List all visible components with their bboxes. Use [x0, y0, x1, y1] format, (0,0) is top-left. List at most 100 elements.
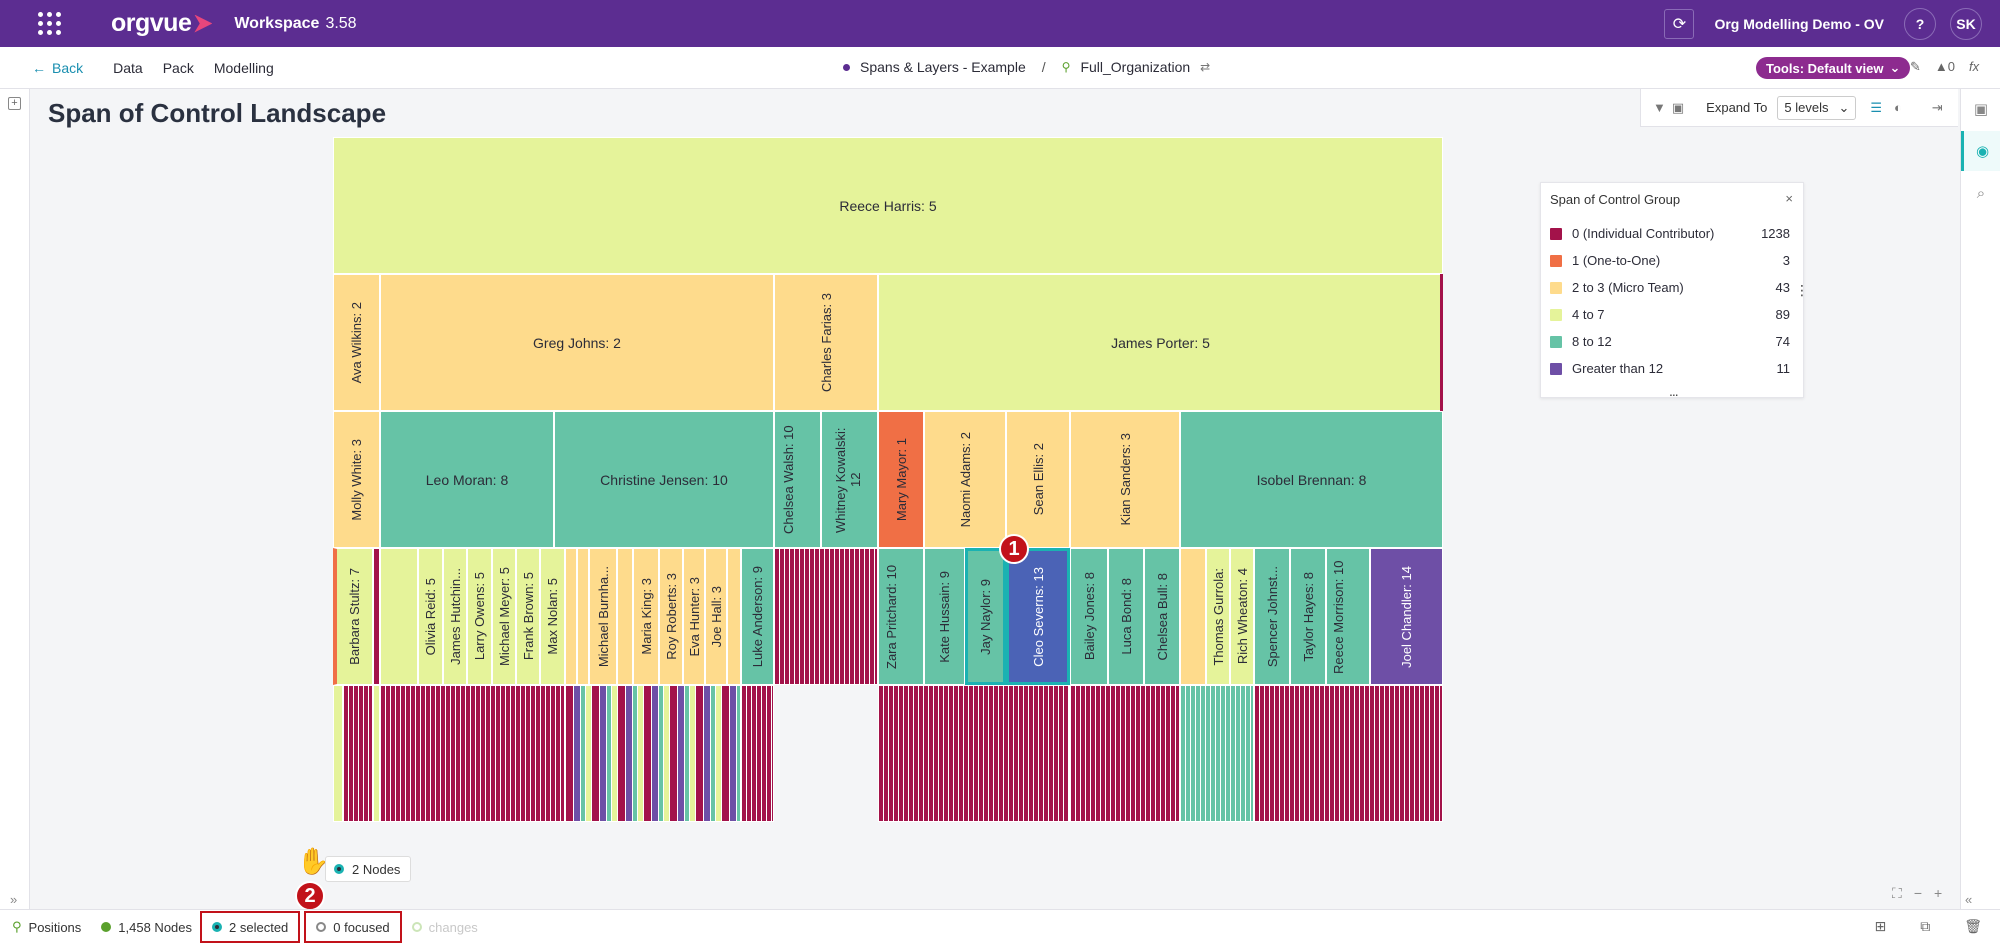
expand-levels-select[interactable]: 5 levels ⌄ — [1777, 95, 1857, 120]
expand-left-icon[interactable]: » — [10, 892, 18, 907]
node-naomi-adams[interactable]: Naomi Adams: 2 — [924, 411, 1006, 548]
node-chelsea-bull[interactable]: Chelsea Bull: 8 — [1144, 548, 1180, 685]
node-micro-d[interactable] — [727, 548, 741, 685]
kebab-menu-icon[interactable]: ⋮ — [1795, 282, 1809, 298]
nav-pack[interactable]: Pack — [162, 59, 194, 76]
fit-screen-icon[interactable]: ⛶ — [1892, 885, 1902, 901]
pin-icon[interactable]: ✎ — [1910, 59, 1921, 74]
node-james-hutchin[interactable]: James Hutchin... — [443, 548, 467, 685]
filter-icon[interactable]: ▼ — [1653, 100, 1666, 115]
search-icon[interactable]: ⌕ — [1976, 184, 1986, 202]
workspace-label[interactable]: Workspace 3.58 — [234, 15, 356, 33]
node-eva-hunter[interactable]: Eva Hunter: 3 — [683, 548, 705, 685]
node-frank-brown[interactable]: Frank Brown: 5 — [516, 548, 540, 685]
node-michael-burnham[interactable]: Michael Burnha... — [589, 548, 617, 685]
node-mary-mayor[interactable]: Mary Mayor: 1 — [878, 411, 924, 548]
panel-icon[interactable]: ▣ — [1973, 101, 1989, 118]
orgvue-logo[interactable]: orgvue — [111, 9, 213, 38]
node-cleo-severns[interactable]: Cleo Severns: 13 — [1006, 548, 1070, 685]
node-christine-jensen[interactable]: Christine Jensen: 10 — [554, 411, 774, 548]
legend-item[interactable]: 2 to 3 (Micro Team) 43 — [1550, 280, 1790, 295]
node-jay-naylor[interactable]: Jay Naylor: 9 — [965, 548, 1006, 685]
positions-item[interactable]: ⚲ Positions — [12, 911, 81, 944]
duplicate-icon[interactable]: ⧉ — [1920, 918, 1931, 934]
node-ic-sliver[interactable] — [1440, 274, 1443, 411]
node-michael-meyer[interactable]: Michael Meyer: 5 — [492, 548, 516, 685]
node-charles-farias[interactable]: Charles Farias: 3 — [774, 274, 878, 411]
node-level5-a[interactable] — [333, 685, 343, 822]
layout-icon[interactable]: ▣ — [1671, 99, 1685, 115]
node-ic-group[interactable] — [774, 548, 878, 685]
node-reece-morrison[interactable]: Reece Morrison: 10 — [1326, 548, 1370, 685]
app-grid-icon[interactable] — [38, 11, 62, 36]
legend-item[interactable]: Greater than 12 11 — [1550, 361, 1790, 376]
node-maria-king[interactable]: Maria King: 3 — [633, 548, 659, 685]
changes-item[interactable]: changes — [411, 911, 478, 944]
node-ic-leaf[interactable] — [373, 548, 380, 685]
legend-item[interactable]: 4 to 7 89 — [1550, 307, 1790, 322]
node-zara-pritchard[interactable]: Zara Pritchard: 10 — [878, 548, 924, 685]
node-james-porter[interactable]: James Porter: 5 — [878, 274, 1443, 411]
refresh-icon[interactable]: ⟳ — [1664, 9, 1695, 39]
node-level5-f[interactable] — [741, 685, 774, 822]
legend-item[interactable]: 0 (Individual Contributor) 1238 — [1550, 226, 1790, 241]
zoom-in-icon[interactable]: + — [1934, 885, 1943, 901]
node-joe-hall[interactable]: Joe Hall: 3 — [705, 548, 727, 685]
nodes-count-item[interactable]: 1,458 Nodes — [101, 911, 192, 944]
node-sean-ellis[interactable]: Sean Ellis: 2 — [1006, 411, 1070, 548]
node-reece-harris[interactable]: Reece Harris: 5 — [333, 137, 1443, 274]
project-name[interactable]: Org Modelling Demo - OV — [1714, 16, 1884, 32]
alert-icon[interactable]: ▲0 — [1934, 59, 1956, 74]
node-molly-white[interactable]: Molly White: 3 — [333, 411, 380, 548]
node-whitney-kowalski[interactable]: Whitney Kowalski: 12 — [821, 411, 878, 548]
collapse-right-icon[interactable]: « — [1965, 892, 1973, 907]
node-bailey-jones[interactable]: Bailey Jones: 8 — [1070, 548, 1108, 685]
legend-more[interactable]: ... — [1669, 383, 1679, 399]
node-level5-c[interactable] — [373, 685, 380, 822]
node-spencer-johnston[interactable]: Spencer Johnst... — [1254, 548, 1290, 685]
user-avatar[interactable]: SK — [1950, 8, 1982, 40]
properties-icon[interactable]: ◉ — [1961, 131, 2000, 171]
node-unlabeled[interactable] — [380, 548, 418, 685]
list-icon[interactable]: ☰ — [1870, 99, 1883, 115]
node-olivia-reid[interactable]: Olivia Reid: 5 — [418, 548, 443, 685]
node-level5-b[interactable] — [343, 685, 373, 822]
help-button[interactable]: ? — [1904, 8, 1936, 40]
legend-item[interactable]: 1 (One-to-One) 3 — [1550, 253, 1790, 268]
nav-modelling[interactable]: Modelling — [213, 59, 274, 76]
add-view-icon[interactable]: ⊞ — [1874, 918, 1887, 934]
node-barbara-stultz[interactable]: Barbara Stultz: 7 — [333, 548, 373, 685]
node-level5-g[interactable] — [878, 685, 1070, 822]
node-level5-j[interactable] — [1254, 685, 1443, 822]
node-level5-i[interactable] — [1180, 685, 1254, 822]
node-kian-sanders[interactable]: Kian Sanders: 3 — [1070, 411, 1180, 548]
export-icon[interactable]: ⇥ — [1931, 99, 1943, 115]
trash-icon[interactable]: 🗑 — [1964, 918, 1982, 934]
node-chelsea-walsh[interactable]: Chelsea Walsh: 10 — [774, 411, 821, 548]
node-level5-h[interactable] — [1070, 685, 1180, 822]
node-thomas-gurrola[interactable]: Thomas Gurrola: — [1206, 548, 1230, 685]
node-luke-anderson[interactable]: Luke Anderson: 9 — [741, 548, 774, 685]
dataset-link[interactable]: Spans & Layers - Example — [860, 59, 1026, 75]
add-panel-icon[interactable]: + — [8, 97, 21, 110]
node-joel-chandler[interactable]: Joel Chandler: 14 — [1370, 548, 1443, 685]
node-level5-e[interactable] — [565, 685, 741, 822]
focused-count-item[interactable]: 0 focused — [304, 911, 402, 943]
hierarchy-link[interactable]: Full_Organization — [1080, 59, 1191, 75]
node-isobel-brennan[interactable]: Isobel Brennan: 8 — [1180, 411, 1443, 548]
selected-count-item[interactable]: 2 selected — [200, 911, 301, 943]
zoom-out-icon[interactable]: − — [1913, 885, 1922, 901]
node-micro-e[interactable] — [1180, 548, 1206, 685]
tools-dropdown[interactable]: Tools: Default view ⌄ — [1756, 57, 1911, 79]
back-button[interactable]: ← Back — [32, 60, 83, 76]
node-rich-wheaton[interactable]: Rich Wheaton: 4 — [1230, 548, 1254, 685]
node-taylor-hayes[interactable]: Taylor Hayes: 8 — [1290, 548, 1326, 685]
node-larry-owens[interactable]: Larry Owens: 5 — [467, 548, 492, 685]
formula-icon[interactable]: fx — [1969, 59, 1980, 74]
node-kate-hussain[interactable]: Kate Hussain: 9 — [924, 548, 965, 685]
swap-icon[interactable]: ⇄ — [1200, 60, 1211, 74]
node-leo-moran[interactable]: Leo Moran: 8 — [380, 411, 554, 548]
node-roy-roberts[interactable]: Roy Roberts: 3 — [659, 548, 683, 685]
palette-icon[interactable]: ◐ — [1894, 100, 1902, 115]
close-icon[interactable]: × — [1785, 191, 1793, 206]
